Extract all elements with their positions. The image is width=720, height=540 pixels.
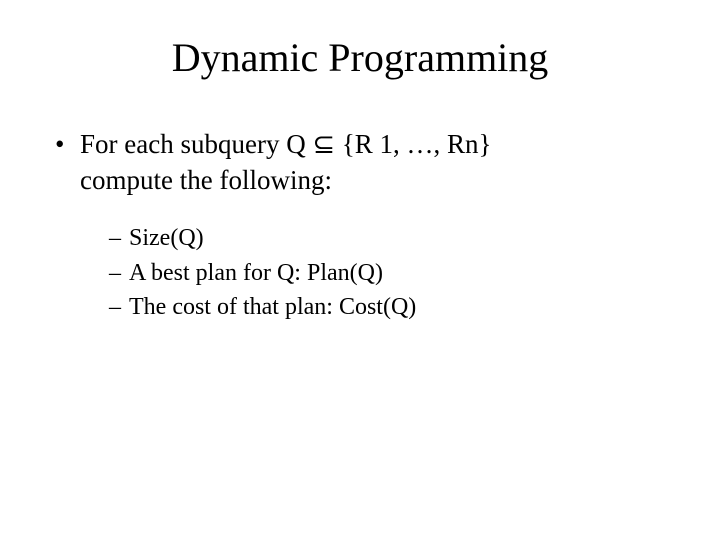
main-bullet-line1: For each subquery Q ⊆ {R 1, …, Rn} — [80, 129, 492, 159]
sub-list: Size(Q) A best plan for Q: Plan(Q) The c… — [55, 221, 665, 325]
main-bullet: For each subquery Q ⊆ {R 1, …, Rn} compu… — [55, 126, 665, 199]
sub-bullet-text: A best plan for Q: Plan(Q) — [129, 260, 383, 286]
sub-bullet-item: A best plan for Q: Plan(Q) — [109, 256, 665, 291]
slide-title: Dynamic Programming — [55, 34, 665, 81]
sub-bullet-item: Size(Q) — [109, 221, 665, 256]
sub-bullet-item: The cost of that plan: Cost(Q) — [109, 290, 665, 325]
sub-bullet-text: Size(Q) — [129, 225, 204, 251]
slide-container: Dynamic Programming For each subquery Q … — [0, 0, 720, 540]
sub-bullet-text: The cost of that plan: Cost(Q) — [129, 294, 416, 320]
main-bullet-line2: compute the following: — [80, 165, 332, 195]
